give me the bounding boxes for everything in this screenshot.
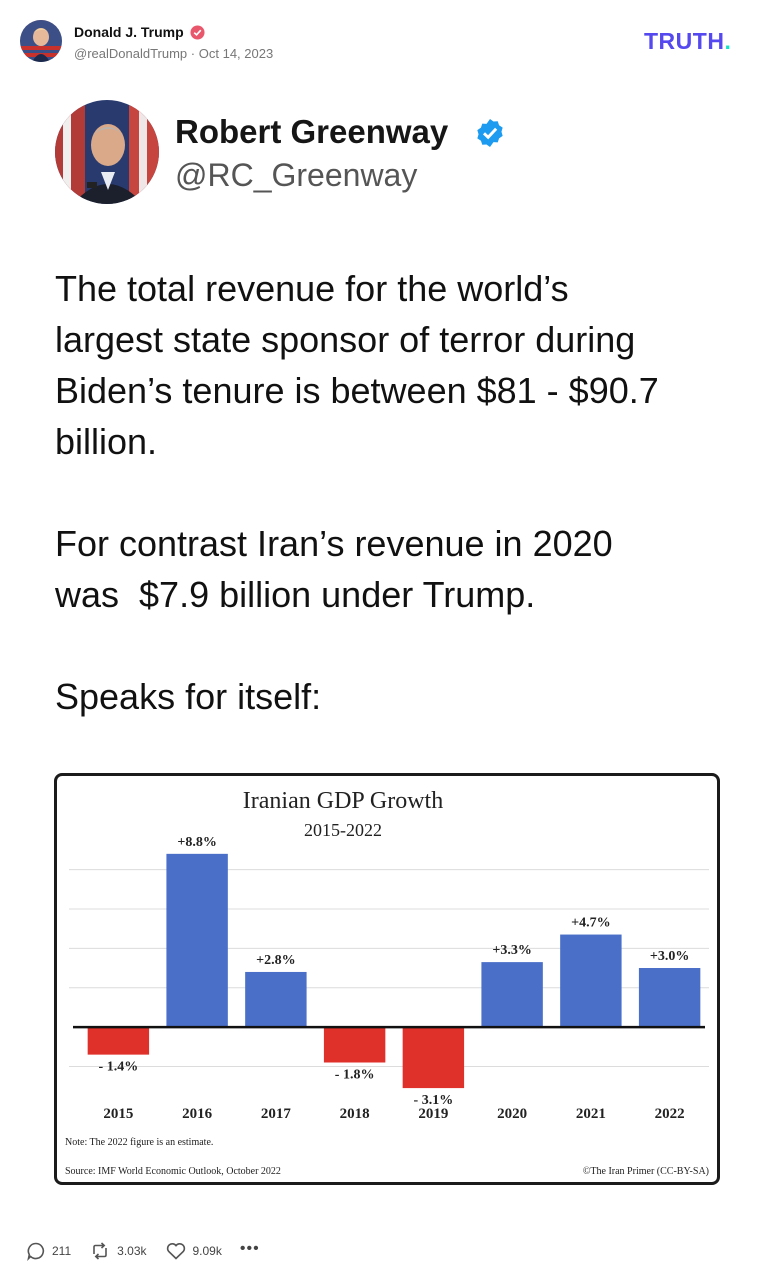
data-label-2021: +4.7% xyxy=(571,916,610,931)
x-tick-label-2019: 2019 xyxy=(418,1106,448,1122)
gdp-chart: - 1.4% 2015 +8.8% 2016 +2.8% 2017 - 1.8% 2018 - … xyxy=(54,773,720,1185)
x-tick-label-2021: 2021 xyxy=(576,1106,606,1122)
x-tick-label-2016: 2016 xyxy=(182,1106,213,1122)
bar-2018 xyxy=(323,1027,386,1063)
like-icon xyxy=(166,1243,185,1260)
retruth-count: 3.03k xyxy=(117,1244,147,1258)
reply-count: 211 xyxy=(52,1244,72,1258)
data-label-2019: - 3.1% xyxy=(414,1093,454,1108)
retruth-button[interactable]: 3.03k xyxy=(89,1241,147,1261)
embed-author-handle: @RC_Greenway xyxy=(175,157,418,193)
author-name[interactable]: Donald J. Trump xyxy=(74,24,184,40)
data-label-2020: +3.3% xyxy=(492,943,531,958)
chart-title: Iranian GDP Growth xyxy=(243,788,443,814)
data-label-2022: +3.0% xyxy=(650,949,689,964)
post-date[interactable]: Oct 14, 2023 xyxy=(198,46,274,61)
verified-icon xyxy=(477,119,503,147)
embed-author-name: Robert Greenway xyxy=(175,113,449,150)
bar-2017 xyxy=(245,971,307,1028)
verified-icon xyxy=(190,25,205,40)
reply-icon xyxy=(27,1242,45,1261)
chart-credit: ©The Iran Primer (CC-BY-SA) xyxy=(583,1166,709,1177)
x-tick-label-2015: 2015 xyxy=(103,1106,133,1122)
data-label-2016: +8.8% xyxy=(177,835,216,850)
gdp-chart-svg: - 1.4% 2015 +8.8% 2016 +2.8% 2017 - 1.8% 2018 - … xyxy=(65,788,709,1177)
reply-button[interactable]: 211 xyxy=(26,1241,71,1261)
embed-tweet-text: The total revenue for the world’s larges… xyxy=(55,268,659,717)
bar-2020 xyxy=(481,962,543,1028)
chart-source: Source: IMF World Economic Outlook, Octo… xyxy=(65,1166,281,1177)
brand-dot: . xyxy=(724,28,732,54)
brand-text: TRUTH xyxy=(644,28,725,54)
data-label-2018: - 1.8% xyxy=(335,1068,375,1083)
more-icon[interactable]: ••• xyxy=(239,1240,260,1257)
like-button[interactable]: 9.09k xyxy=(165,1241,222,1261)
author-avatar[interactable] xyxy=(20,20,62,62)
bar-2021 xyxy=(560,934,622,1028)
action-bar: 211 3.03k 9.09k ••• xyxy=(26,1240,260,1262)
meta-separator: · xyxy=(190,46,196,61)
truth-logo[interactable]: TRUTH. xyxy=(644,28,731,55)
data-label-2017: +2.8% xyxy=(256,953,295,968)
bar-2022 xyxy=(638,968,701,1028)
bar-2015 xyxy=(87,1027,150,1055)
like-count: 9.09k xyxy=(192,1244,222,1258)
chart-subtitle: 2015-2022 xyxy=(304,820,382,840)
bar-2019 xyxy=(402,1027,465,1089)
x-tick-label-2018: 2018 xyxy=(340,1106,370,1122)
x-tick-label-2017: 2017 xyxy=(261,1106,292,1122)
x-tick-label-2020: 2020 xyxy=(497,1106,527,1122)
bar-2016 xyxy=(166,853,228,1028)
retruth-icon xyxy=(93,1242,107,1260)
embed-avatar xyxy=(55,100,159,204)
chart-note: Note: The 2022 figure is an estimate. xyxy=(65,1137,213,1148)
author-handle[interactable]: @realDonaldTrump xyxy=(74,46,188,61)
x-tick-label-2022: 2022 xyxy=(655,1106,685,1122)
data-label-2015: - 1.4% xyxy=(99,1060,139,1075)
post-meta: @realDonaldTrump · Oct 14, 2023 xyxy=(74,46,273,61)
